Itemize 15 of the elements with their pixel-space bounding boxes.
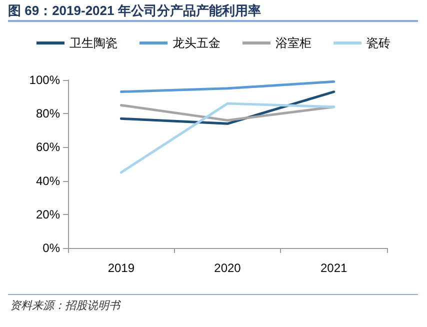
text: 资料来源：招股说明书 [10, 298, 120, 313]
y-tick-label: 20% [36, 207, 60, 222]
y-tick-label: 100% [29, 73, 60, 87]
x-tick-label: 2021 [320, 261, 348, 275]
legend-label: 卫生陶瓷 [70, 36, 118, 50]
y-tick-label: 0% [42, 241, 60, 255]
x-tick-label: 2019 [108, 261, 135, 275]
x-tick-label: 2020 [214, 261, 242, 275]
y-tick-label: 60% [36, 140, 60, 154]
legend-label: 瓷砖 [366, 36, 390, 50]
legend-label: 浴室柜 [276, 36, 312, 50]
y-tick-label: 80% [36, 106, 60, 121]
legend-label: 龙头五金 [172, 36, 220, 50]
chart-title: 图 69：2019-2021 年公司分产品产能利用率 [8, 2, 261, 20]
y-tick-label: 40% [36, 174, 60, 188]
